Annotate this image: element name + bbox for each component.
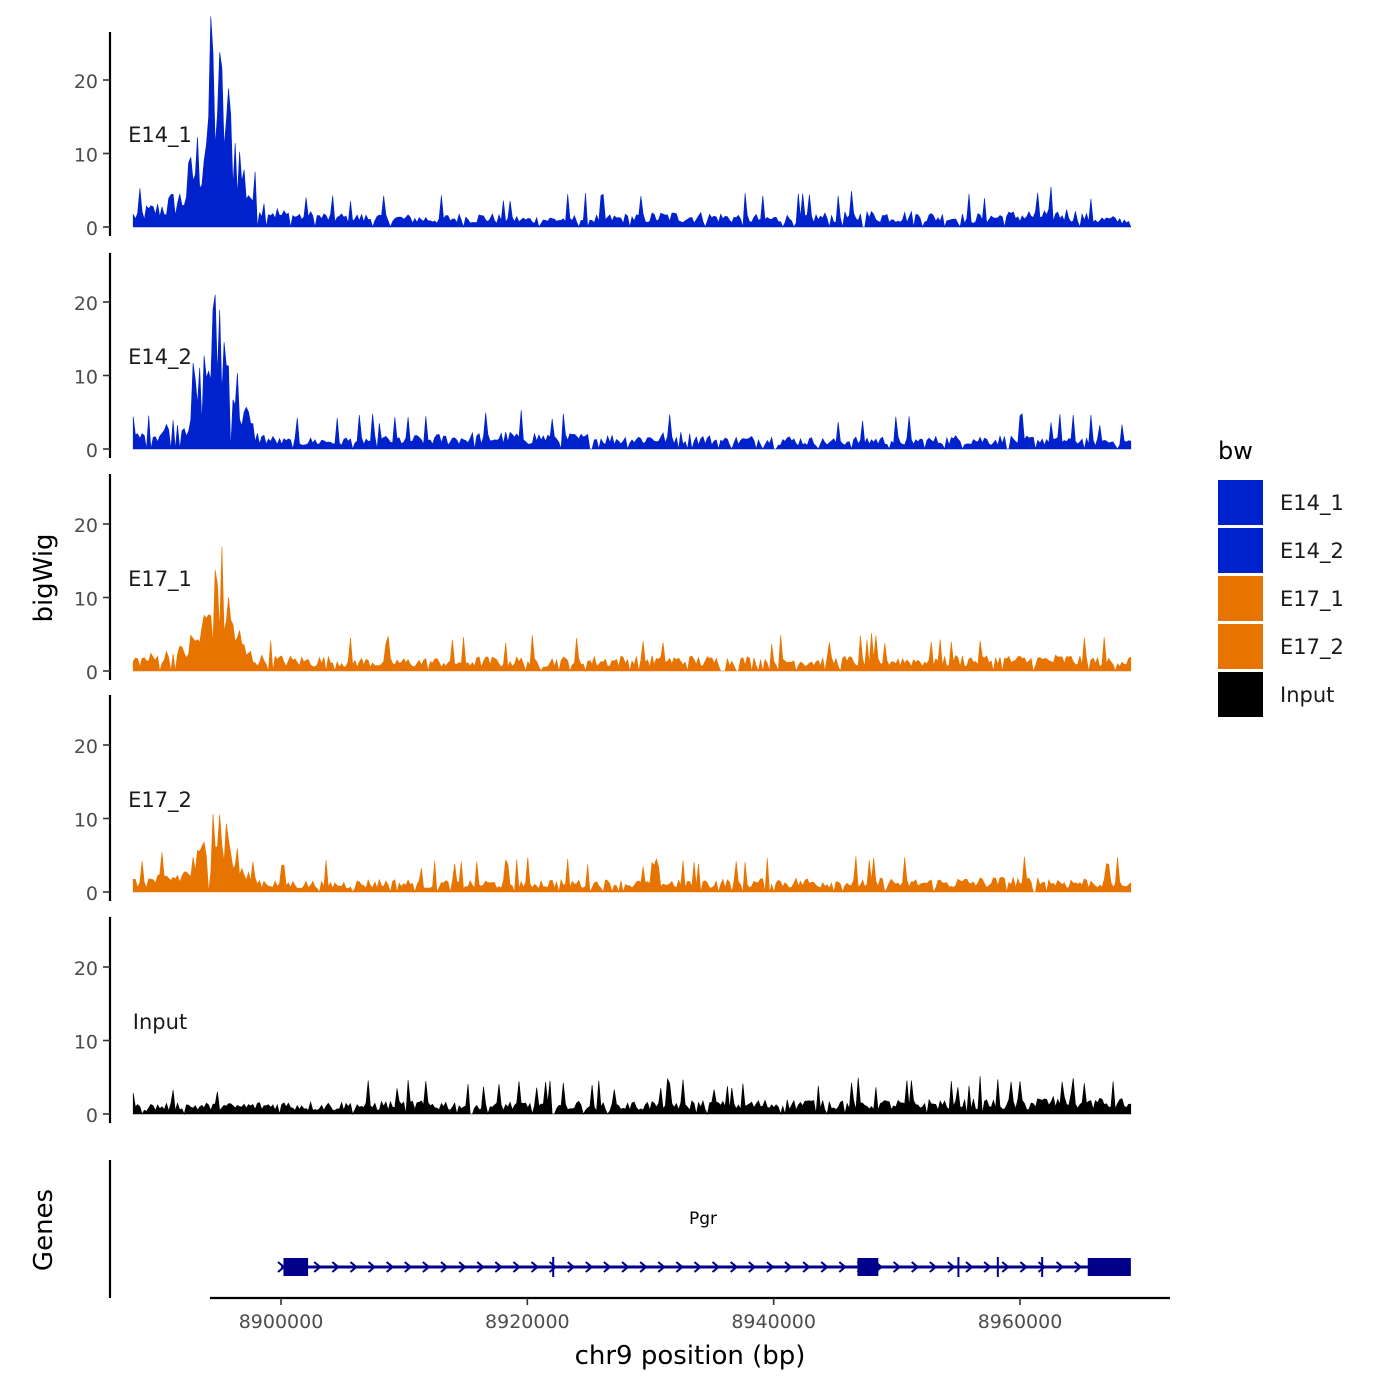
y-tick-label: 0: [86, 1105, 98, 1127]
strand-chevron: [838, 1261, 847, 1273]
strand-chevron: [313, 1261, 322, 1273]
track-label: E14_2: [128, 345, 192, 370]
strand-chevron: [892, 1261, 902, 1273]
gene-exon: [283, 1258, 309, 1276]
strand-chevron: [639, 1261, 648, 1273]
strand-chevron: [729, 1261, 739, 1273]
signal-area-e14-2: [132, 294, 1132, 451]
legend-label: E17_1: [1280, 587, 1344, 612]
legend: bw E14_1 E14_2 E17_1 E17_2 Input: [1218, 437, 1344, 717]
strand-chevron: [530, 1261, 540, 1273]
strand-chevron: [367, 1261, 377, 1273]
signal-area-e14-1: [132, 16, 1132, 229]
strand-chevron: [385, 1261, 395, 1273]
y-tick-label: 10: [74, 589, 98, 611]
y-axis-title: bigWig: [29, 533, 59, 622]
strand-chevron: [512, 1261, 521, 1273]
signal-area-e17-1: [132, 546, 1132, 673]
strand-chevron: [983, 1261, 992, 1273]
legend-swatch: [1218, 576, 1263, 621]
y-tick-label: 10: [74, 1032, 98, 1054]
strand-chevron: [675, 1261, 684, 1273]
track-panels: 0 10 20 E14_1 0 10 20 E14_2 0 10 20 E17_1 0 10 20 E17_2…: [74, 16, 1132, 1127]
x-tick-label: 8960000: [978, 1311, 1063, 1333]
x-axis-title: chr9 position (bp): [575, 1341, 806, 1371]
legend-swatch: [1218, 672, 1263, 717]
y-tick-label: 0: [86, 883, 98, 905]
y-tick-label: 20: [74, 515, 98, 537]
strand-chevron: [494, 1261, 503, 1273]
strand-chevron: [911, 1261, 920, 1273]
strand-chevron: [1001, 1261, 1010, 1273]
track-label: Input: [133, 1010, 187, 1034]
strand-chevron: [693, 1261, 702, 1273]
legend-swatch: [1218, 624, 1263, 669]
gene-exon: [857, 1258, 879, 1276]
x-tick-label: 8920000: [485, 1311, 570, 1333]
strand-chevron: [766, 1261, 775, 1273]
gene-track: Pgr: [108, 1160, 1131, 1298]
strand-chevron: [476, 1261, 485, 1273]
strand-chevron: [748, 1261, 757, 1273]
strand-chevron: [947, 1261, 956, 1273]
strand-chevron: [1019, 1261, 1028, 1273]
track-panel-e14-2: 0 10 20 E14_2: [74, 253, 1132, 462]
y-tick-label: 20: [74, 958, 98, 980]
strand-chevron: [548, 1261, 558, 1273]
y-tick-label: 0: [86, 662, 98, 684]
x-axis: 8900000 8920000 8940000 8960000: [210, 1296, 1170, 1333]
strand-chevron: [458, 1261, 467, 1273]
track-panel-e17-2: 0 10 20 E17_2: [74, 695, 1132, 905]
y-tick-label: 20: [74, 71, 98, 93]
strand-chevron: [603, 1261, 612, 1273]
track-label: E14_1: [128, 123, 192, 148]
strand-chevron: [404, 1261, 413, 1273]
strand-chevron: [585, 1261, 594, 1273]
strand-chevron: [657, 1261, 666, 1273]
track-panel-e17-1: 0 10 20 E17_1: [74, 474, 1132, 684]
legend-label: E14_2: [1280, 539, 1344, 564]
strand-chevron: [422, 1261, 431, 1273]
legend-label: E17_2: [1280, 635, 1344, 660]
strand-chevron: [1037, 1261, 1046, 1273]
strand-chevron: [331, 1261, 340, 1273]
x-tick-label: 8900000: [239, 1311, 324, 1333]
y-tick-label: 20: [74, 293, 98, 315]
y-tick-label: 10: [74, 810, 98, 832]
y-tick-label: 20: [74, 736, 98, 758]
strand-chevron: [567, 1261, 576, 1273]
strand-chevron: [965, 1261, 974, 1273]
legend-title: bw: [1218, 437, 1253, 465]
track-label: E17_2: [128, 788, 192, 813]
track-panel-input: 0 10 20 Input: [74, 917, 1132, 1127]
legend-swatch: [1218, 480, 1263, 525]
strand-chevron: [349, 1261, 358, 1273]
track-panel-e14-1: 0 10 20 E14_1: [74, 16, 1132, 240]
gene-exon: [1087, 1258, 1131, 1276]
strand-chevron: [711, 1261, 721, 1273]
y-tick-label: 0: [86, 218, 98, 240]
genes-axis-title: Genes: [29, 1189, 59, 1271]
strand-chevron: [440, 1261, 449, 1273]
strand-chevron: [929, 1261, 938, 1273]
gene-name: Pgr: [689, 1209, 717, 1229]
strand-chevron: [1055, 1261, 1065, 1273]
strand-chevron: [820, 1261, 829, 1273]
y-tick-label: 10: [74, 145, 98, 167]
strand-chevron: [621, 1261, 630, 1273]
strand-chevron: [1073, 1261, 1083, 1273]
strand-chevron: [802, 1261, 811, 1273]
legend-label: E14_1: [1280, 491, 1344, 516]
signal-area-e17-2: [132, 813, 1132, 894]
y-tick-label: 0: [86, 440, 98, 462]
y-tick-label: 10: [74, 367, 98, 389]
x-tick-label: 8940000: [731, 1311, 816, 1333]
strand-chevron: [784, 1261, 793, 1273]
track-label: E17_1: [128, 567, 192, 592]
legend-swatch: [1218, 528, 1263, 573]
legend-label: Input: [1280, 683, 1334, 707]
signal-area-input: [132, 1076, 1132, 1116]
